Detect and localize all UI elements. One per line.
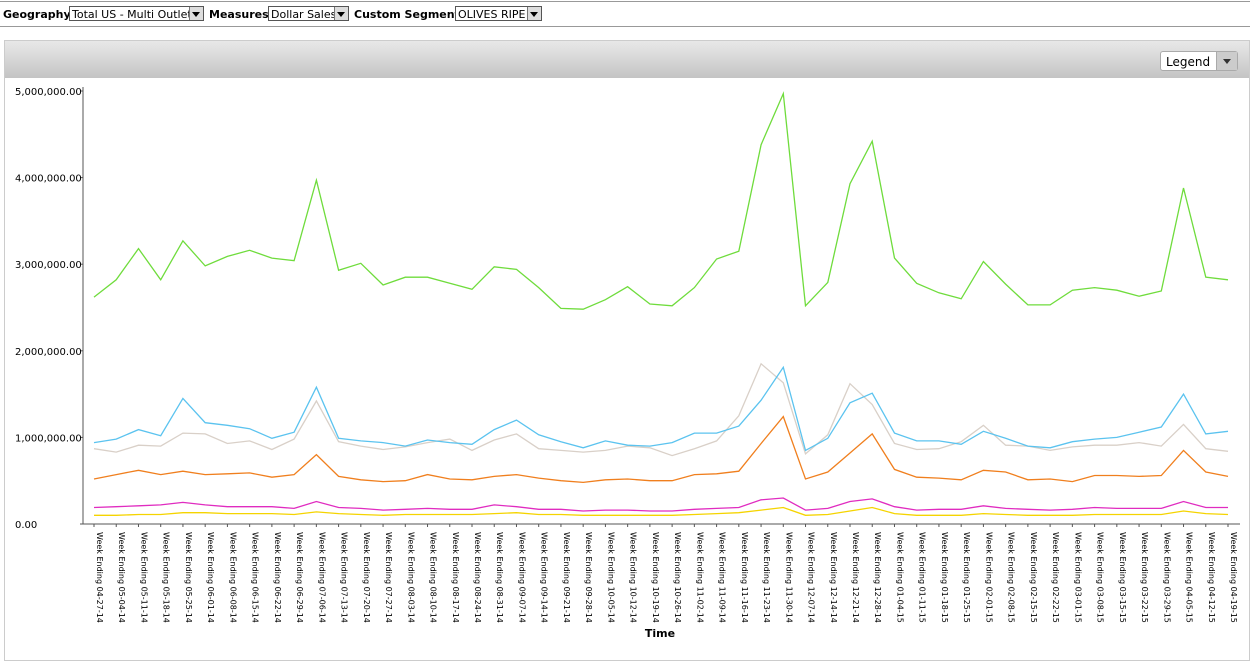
x-tick-label: Week Ending 11-23-14 <box>762 532 771 623</box>
x-tick-label: Week Ending 04-12-15 <box>1207 532 1216 623</box>
y-tick-label: 0.00 <box>15 520 37 531</box>
x-tick-label: Week Ending 08-10-14 <box>429 532 438 623</box>
x-tick-label: Week Ending 02-01-15 <box>984 532 993 623</box>
series-line <box>93 415 1229 484</box>
x-tick-label: Week Ending 06-22-14 <box>273 532 282 623</box>
select-value: Total US - Multi Outlet <box>72 8 192 21</box>
x-tick-label: Week Ending 01-04-15 <box>895 532 904 623</box>
x-tick-label: Week Ending 06-29-14 <box>295 532 304 623</box>
x-tick-label: Week Ending 02-15-15 <box>1029 532 1038 623</box>
legend-dropdown[interactable]: Legend <box>1160 51 1238 71</box>
x-tick-label: Week Ending 09-28-14 <box>584 532 593 623</box>
x-tick-label: Week Ending 06-01-14 <box>206 532 215 623</box>
y-tick-label: 5,000,000.00 <box>15 87 82 98</box>
geography-select[interactable]: Total US - Multi Outlet <box>69 6 204 21</box>
series-line <box>93 365 1229 452</box>
y-tick-label: 1,000,000.00 <box>15 433 82 444</box>
x-tick-label: Week Ending 12-07-14 <box>807 532 816 623</box>
x-tick-label: Week Ending 09-21-14 <box>562 532 571 623</box>
x-tick-label: Week Ending 09-14-14 <box>540 532 549 623</box>
series-line <box>93 497 1228 512</box>
x-tick-label: Week Ending 05-04-14 <box>117 532 126 623</box>
x-tick-label: Week Ending 06-08-14 <box>228 532 237 623</box>
x-tick-label: Week Ending 04-27-14 <box>95 532 104 623</box>
series-line <box>94 506 1229 516</box>
x-tick-label: Week Ending 08-31-14 <box>495 532 504 623</box>
y-tick-label: 3,000,000.00 <box>15 260 82 271</box>
select-value: OLIVES RIPE <box>458 8 526 21</box>
x-tick-label: Week Ending 10-05-14 <box>606 532 615 623</box>
chart-panel: Legend <box>4 40 1250 661</box>
x-tick-label: Week Ending 11-09-14 <box>718 532 727 623</box>
x-tick-label: Week Ending 07-06-14 <box>317 532 326 623</box>
x-tick-label: Week Ending 11-30-14 <box>784 532 793 623</box>
x-tick-label: Week Ending 10-19-14 <box>651 532 660 623</box>
x-tick-label: Week Ending 12-14-14 <box>829 532 838 623</box>
x-tick-label: Week Ending 09-07-14 <box>517 532 526 623</box>
x-tick-label: Week Ending 07-20-14 <box>362 532 371 623</box>
select-value: Dollar Sales <box>271 8 337 21</box>
x-tick-label: Week Ending 01-25-15 <box>962 532 971 623</box>
geography-label: Geography <box>3 8 71 21</box>
x-tick-label: Week Ending 01-18-15 <box>940 532 949 623</box>
x-tick-label: Week Ending 07-13-14 <box>340 532 349 623</box>
y-tick-label: 2,000,000.00 <box>15 347 82 358</box>
y-tick-label: 4,000,000.00 <box>15 174 82 185</box>
x-tick-label: Week Ending 02-08-15 <box>1007 532 1016 623</box>
measures-label: Measures <box>209 8 269 21</box>
x-tick-label: Week Ending 05-11-14 <box>139 532 148 623</box>
x-tick-label: Week Ending 10-26-14 <box>673 532 682 623</box>
x-axis-title: Time <box>645 627 675 640</box>
x-tick-label: Week Ending 12-28-14 <box>873 532 882 623</box>
x-tick-label: Week Ending 03-15-15 <box>1118 532 1127 623</box>
series-line <box>93 91 1229 310</box>
x-tick-label: Week Ending 12-21-14 <box>851 532 860 623</box>
series-line <box>93 362 1229 457</box>
x-tick-label: Week Ending 03-22-15 <box>1140 532 1149 623</box>
x-tick-label: Week Ending 11-02-14 <box>695 532 704 623</box>
x-tick-label: Week Ending 02-22-15 <box>1051 532 1060 623</box>
x-tick-label: Week Ending 04-05-15 <box>1185 532 1194 623</box>
segment-label: Custom Segment <box>354 8 460 21</box>
legend-label: Legend <box>1166 55 1211 69</box>
x-tick-label: Week Ending 08-17-14 <box>451 532 460 623</box>
x-tick-label: Week Ending 03-29-15 <box>1162 532 1171 623</box>
x-tick-label: Week Ending 08-03-14 <box>406 532 415 623</box>
x-tick-label: Week Ending 06-15-14 <box>251 532 260 623</box>
x-tick-label: Week Ending 08-24-14 <box>473 532 482 623</box>
x-tick-label: Week Ending 03-08-15 <box>1096 532 1105 623</box>
x-tick-label: Week Ending 11-16-14 <box>740 532 749 623</box>
x-tick-label: Week Ending 01-11-15 <box>918 532 927 623</box>
toolbar: Geography Total US - Multi Outlet Measur… <box>0 1 1250 27</box>
panel-header: Legend <box>5 41 1249 78</box>
x-tick-label: Week Ending 04-19-15 <box>1229 532 1238 623</box>
measures-select[interactable]: Dollar Sales <box>268 6 349 21</box>
segment-select[interactable]: OLIVES RIPE <box>455 6 542 21</box>
x-tick-label: Week Ending 03-01-15 <box>1073 532 1082 623</box>
x-tick-label: Week Ending 07-27-14 <box>384 532 393 623</box>
x-tick-label: Week Ending 10-12-14 <box>629 532 638 623</box>
x-tick-label: Week Ending 05-25-14 <box>184 532 193 623</box>
x-tick-label: Week Ending 05-18-14 <box>162 532 171 623</box>
